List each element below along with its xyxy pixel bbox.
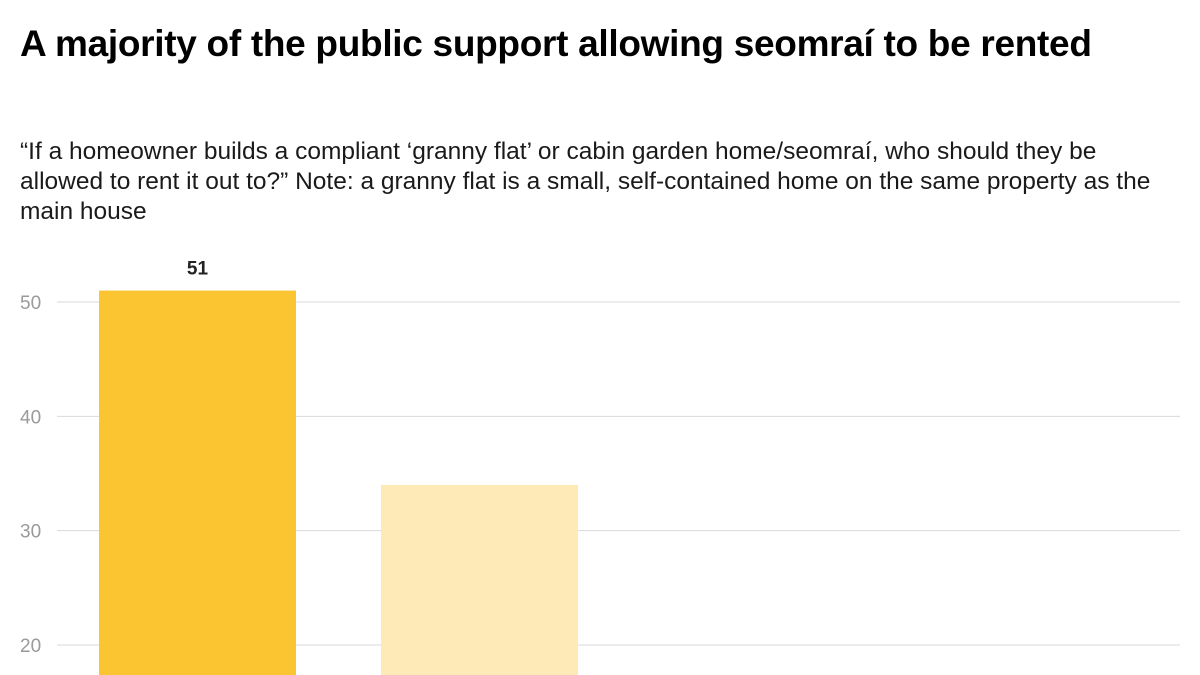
bar-2 [381, 484, 578, 675]
y-tick-label: 40 [20, 407, 41, 428]
y-tick-label: 20 [20, 636, 41, 657]
y-tick-label: 50 [20, 293, 41, 314]
bar-1 [99, 290, 296, 675]
chart-title: A majority of the public support allowin… [20, 23, 1092, 64]
bar-value-label: 51 [187, 259, 209, 280]
bars: 51 [99, 259, 578, 675]
y-tick-label: 30 [20, 522, 41, 543]
tick-labels: 50 40 30 20 [20, 293, 41, 657]
chart-subtitle: “If a homeowner builds a compliant ‘gran… [20, 138, 1151, 225]
